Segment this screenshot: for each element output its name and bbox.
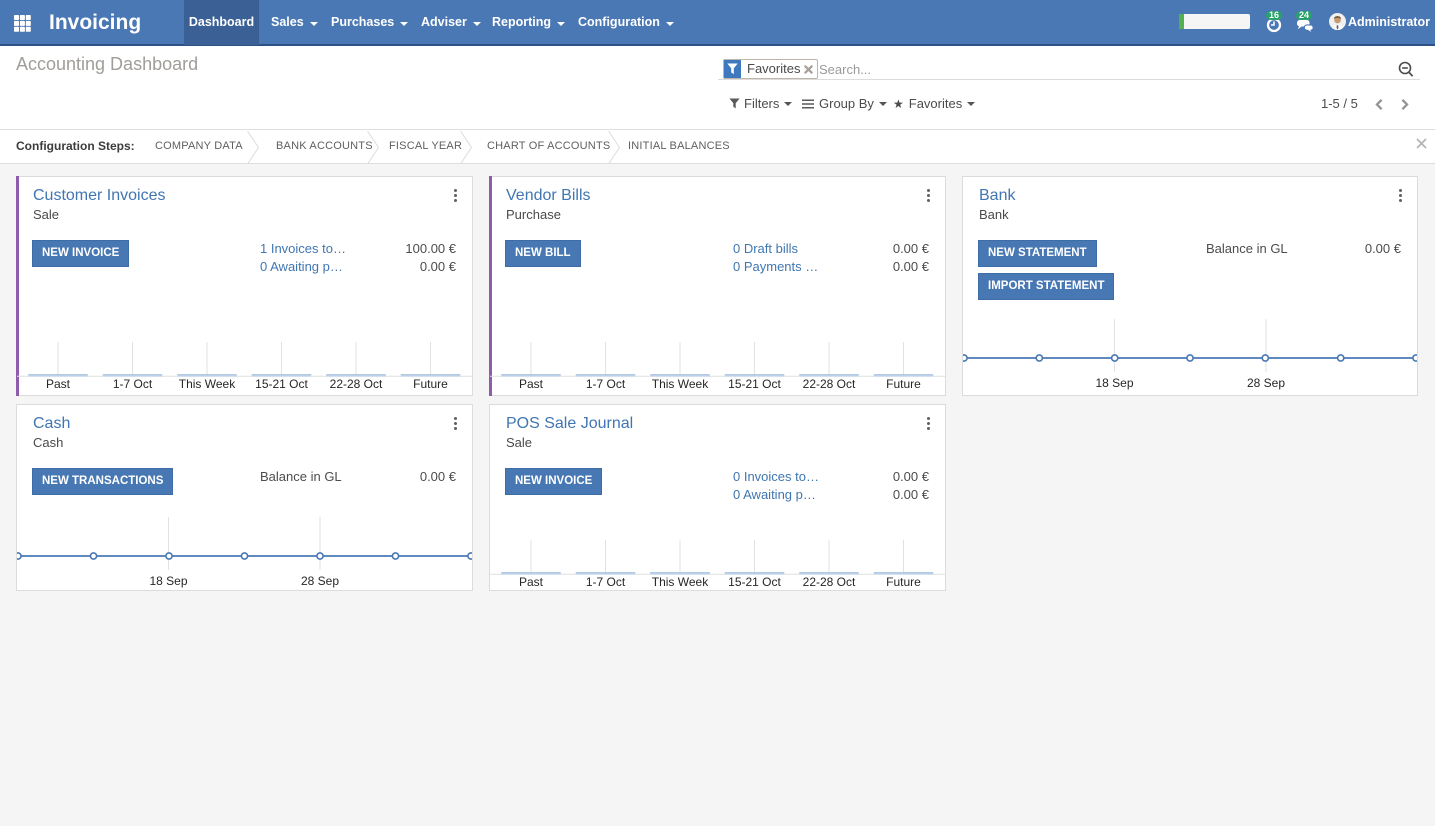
svg-text:Future: Future	[886, 575, 921, 589]
svg-text:This Week: This Week	[652, 575, 709, 589]
svg-text:22-28 Oct: 22-28 Oct	[803, 575, 856, 589]
svg-text:18 Sep: 18 Sep	[1095, 376, 1133, 390]
svg-text:1-7 Oct: 1-7 Oct	[113, 377, 153, 391]
svg-text:1-7 Oct: 1-7 Oct	[586, 575, 626, 589]
svg-text:15-21 Oct: 15-21 Oct	[255, 377, 308, 391]
svg-text:28 Sep: 28 Sep	[1247, 376, 1285, 390]
svg-text:1-7 Oct: 1-7 Oct	[586, 377, 626, 391]
svg-text:Past: Past	[519, 377, 544, 391]
svg-text:This Week: This Week	[652, 377, 709, 391]
svg-text:Future: Future	[886, 377, 921, 391]
svg-text:Future: Future	[413, 377, 448, 391]
svg-text:15-21 Oct: 15-21 Oct	[728, 377, 781, 391]
svg-text:28 Sep: 28 Sep	[301, 574, 339, 588]
svg-text:Past: Past	[519, 575, 544, 589]
svg-text:18 Sep: 18 Sep	[149, 574, 187, 588]
svg-text:15-21 Oct: 15-21 Oct	[728, 575, 781, 589]
svg-text:22-28 Oct: 22-28 Oct	[330, 377, 383, 391]
svg-text:22-28 Oct: 22-28 Oct	[803, 377, 856, 391]
svg-text:Past: Past	[46, 377, 71, 391]
svg-text:This Week: This Week	[179, 377, 236, 391]
